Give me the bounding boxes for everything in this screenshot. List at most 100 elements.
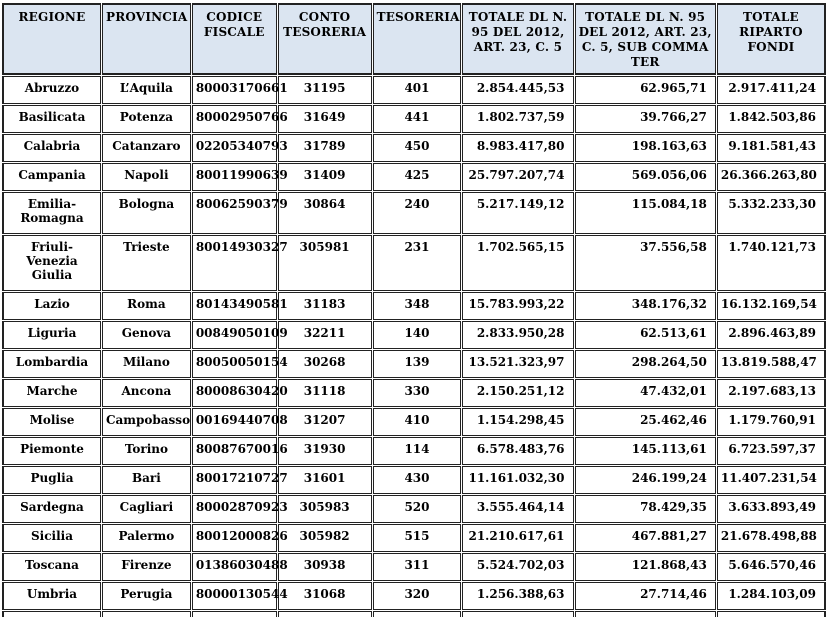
table-row: Toscana Firenze 01386030488 30938 311 5.524.7… — [2, 553, 826, 581]
table-cell: Puglia — [2, 466, 101, 494]
table-cell: Lombardia — [2, 350, 101, 378]
table-cell: Campobasso — [101, 408, 191, 436]
table-body: Abruzzo L’Aquila 80003170661 31195 401 2.854.… — [2, 76, 826, 617]
table-cell: Palermo — [101, 524, 191, 552]
table-cell: 261.685,43 — [716, 611, 826, 617]
column-header-0: REGIONE — [2, 3, 101, 75]
table-cell: 520 — [372, 495, 462, 523]
table-cell: 425 — [372, 163, 462, 191]
table-cell: Milano — [101, 350, 191, 378]
table-cell: 120 — [372, 611, 462, 617]
table-row: Calabria Catanzaro 02205340793 31789 450 8.98… — [2, 134, 826, 162]
table-cell: 305983 — [277, 495, 372, 523]
table-cell: Umbria — [2, 582, 101, 610]
table-cell: 13.521.323,97 — [462, 350, 574, 378]
table-cell: 311 — [372, 553, 462, 581]
table-cell: 1.802.737,59 — [462, 105, 574, 133]
table-cell: 80012000826 — [191, 524, 288, 552]
table-cell: 441 — [372, 105, 462, 133]
table-cell: L’Aquila — [101, 76, 191, 104]
column-header-4: TESORERIA — [372, 3, 462, 75]
table-cell: 80062590379 — [191, 192, 288, 234]
table-cell: Abruzzo — [2, 76, 101, 104]
table-cell: 5.646.570,46 — [716, 553, 826, 581]
table-row: Piemonte Torino 80087670016 31930 114 6.578.4… — [2, 437, 826, 465]
table-row: Lazio Roma 80143490581 31183 348 15.783.993,2… — [2, 292, 826, 320]
table-cell: 1.284.103,09 — [716, 582, 826, 610]
table-cell: 32211 — [277, 321, 372, 349]
table-cell: Potenza — [101, 105, 191, 133]
table-cell: 5.524.702,03 — [462, 553, 574, 581]
table-cell: 25.462,46 — [574, 408, 716, 436]
column-header-6: TOTALE DL N. 95 DEL 2012, ART. 23, C. 5,… — [574, 3, 716, 75]
table-cell: Calabria — [2, 134, 101, 162]
table-cell: 6.578.483,76 — [462, 437, 574, 465]
table-cell: 15.783.993,22 — [462, 292, 574, 320]
table-cell: Aosta — [101, 611, 191, 617]
table-cell: 00849050109 — [191, 321, 288, 349]
table-row: Campania Napoli 80011990639 31409 425 25.797.… — [2, 163, 826, 191]
table-cell: 430 — [372, 466, 462, 494]
table-cell: Roma — [101, 292, 191, 320]
table-cell: 348.176,32 — [574, 292, 716, 320]
column-header-5: TOTALE DL N. 95 DEL 2012, ART. 23, C. 5 — [462, 3, 574, 75]
table-cell: Catanzaro — [101, 134, 191, 162]
table-cell: 115.084,18 — [574, 192, 716, 234]
table-cell: 02205340793 — [191, 134, 288, 162]
table-row: Puglia Bari 80017210727 31601 430 11.161.032,… — [2, 466, 826, 494]
table-cell: 140 — [372, 321, 462, 349]
table-cell: 30938 — [277, 553, 372, 581]
table-cell: 11.161.032,30 — [462, 466, 574, 494]
table-row: Valle d'AostaAosta8000227007430598012025… — [2, 611, 826, 617]
table-cell: 1.256.388,63 — [462, 582, 574, 610]
table-cell: 31649 — [277, 105, 372, 133]
table-cell: 2.896.463,89 — [716, 321, 826, 349]
table-cell: 450 — [372, 134, 462, 162]
table-cell: 3.555.464,14 — [462, 495, 574, 523]
table-cell: 198.163,63 — [574, 134, 716, 162]
table-cell: Torino — [101, 437, 191, 465]
table-cell: Marche — [2, 379, 101, 407]
table-cell: Emilia-Romagna — [2, 192, 101, 234]
table-cell: Campania — [2, 163, 101, 191]
table-cell: 31118 — [277, 379, 372, 407]
table-cell: 31601 — [277, 466, 372, 494]
table-cell: 78.429,35 — [574, 495, 716, 523]
table-cell: 410 — [372, 408, 462, 436]
header-row: REGIONE PROVINCIA CODICE FISCALE CONTO TESO… — [2, 3, 826, 75]
table-cell: Trieste — [101, 235, 191, 291]
table-cell: 145.113,61 — [574, 437, 716, 465]
table-cell: 8.983.417,80 — [462, 134, 574, 162]
table-cell: 330 — [372, 379, 462, 407]
table-cell: 80000130544 — [191, 582, 288, 610]
table-cell: 320 — [372, 582, 462, 610]
table-cell: Sardegna — [2, 495, 101, 523]
table-cell: 231 — [372, 235, 462, 291]
column-header-7: TOTALE RIPARTO FONDI — [716, 3, 826, 75]
table-row: Molise Campobasso 00169440708 31207 410 1.154… — [2, 408, 826, 436]
table-cell: 39.766,27 — [574, 105, 716, 133]
table-cell: 305981 — [277, 235, 372, 291]
table-cell: 6.723.597,37 — [716, 437, 826, 465]
column-header-1: PROVINCIA — [101, 3, 191, 75]
table-cell: 348 — [372, 292, 462, 320]
table-cell: Sicilia — [2, 524, 101, 552]
table-cell: 1.842.503,86 — [716, 105, 826, 133]
table-cell: Napoli — [101, 163, 191, 191]
table-cell: 2.150.251,12 — [462, 379, 574, 407]
table-cell: Valle d'Aosta — [2, 611, 101, 617]
table-cell: 31409 — [277, 163, 372, 191]
table-cell: 515 — [372, 524, 462, 552]
table-cell: 256.037,54 — [462, 611, 574, 617]
table-row: Basilicata Potenza 80002950766 31649 441 1.80… — [2, 105, 826, 133]
table-row: Umbria Perugia 80000130544 31068 320 1.256.38… — [2, 582, 826, 610]
table-cell: 1.154.298,45 — [462, 408, 574, 436]
table-row: Sardegna Cagliari 80002870923 305983 520 3.55… — [2, 495, 826, 523]
table-cell: Bari — [101, 466, 191, 494]
table-cell: 80014930327 — [191, 235, 288, 291]
table-cell: 240 — [372, 192, 462, 234]
table-cell: 47.432,01 — [574, 379, 716, 407]
table-header: REGIONE PROVINCIA CODICE FISCALE CONTO TESO… — [2, 3, 826, 75]
